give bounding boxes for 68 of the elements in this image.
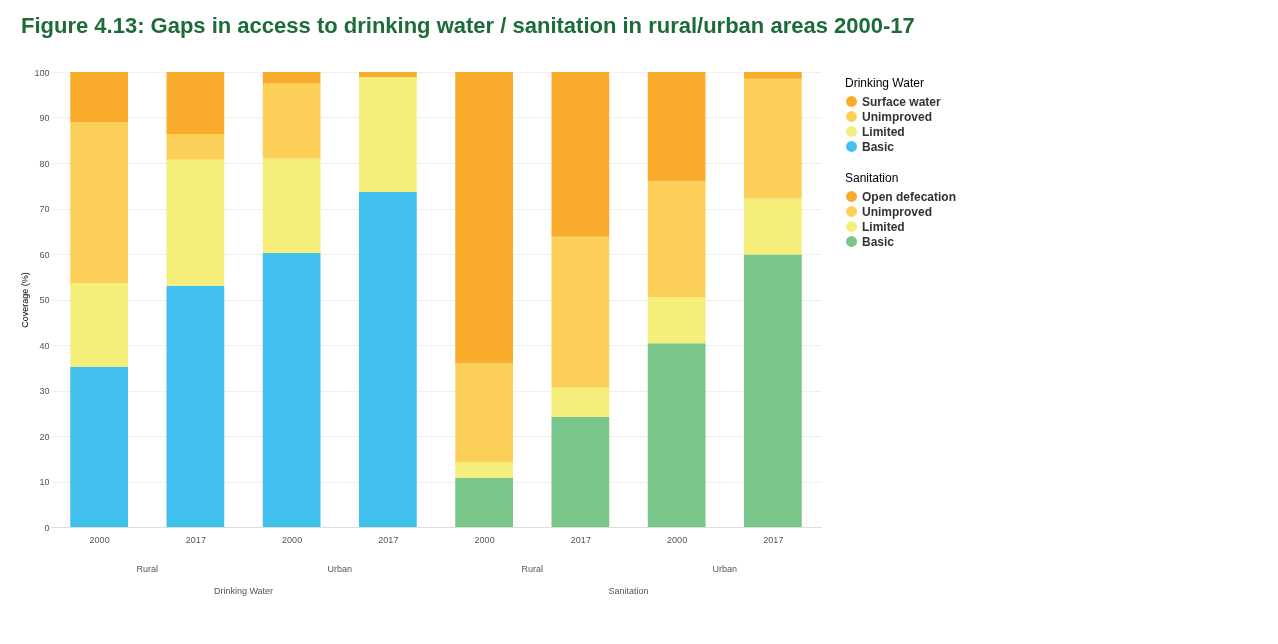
x-tick-label: 2000 [282,534,303,545]
text: Drinking Water [845,76,924,90]
text: Sanitation [845,171,899,185]
bar [262,253,321,527]
legend-label: Unimproved [862,204,933,219]
bar [744,72,802,79]
y-tick-label: 70 [39,204,50,214]
bar [166,72,225,134]
x-tick-label: 2017 [763,534,784,545]
bar [359,77,417,193]
bar [166,159,225,286]
x-tick-label: 2000 [89,534,110,545]
legend-label: Basic [862,234,895,249]
bar [551,236,610,388]
bar [455,461,513,478]
x-tick-label: 2017 [185,534,206,545]
legend-label: Unimproved [862,109,933,124]
bar [647,343,706,527]
text: Drinking Water [213,586,274,596]
bar [262,158,321,254]
bar [359,72,417,78]
bar [166,285,225,527]
bar [551,416,610,527]
bar [70,122,128,284]
bar [70,72,128,123]
bar [455,477,513,527]
y-tick-label: 40 [39,340,50,351]
y-tick-label: 50 [39,295,50,305]
y-tick-label: 0 [44,522,50,533]
bar [744,198,802,255]
legend-label: Surface water [862,94,942,109]
chart-title: Figure 4.13: Gaps in access to drinking water / sanitation in rural/urban areas 2000-17 [20,13,915,38]
text: Urban [712,564,738,574]
legend-label: Open defecation [862,189,957,204]
bar [262,72,321,84]
bar [166,133,225,160]
bar [647,72,706,182]
y-axis-title: Coverage (%) [20,272,31,328]
bar [455,363,513,462]
x-tick-label: 2000 [667,534,688,545]
bar [455,72,513,364]
y-tick-label: 30 [39,386,50,396]
text: Sanitation [608,586,649,596]
legend-label: Limited [862,219,905,234]
legend-label: Basic [862,139,895,154]
bar [647,297,706,344]
bar [744,78,802,199]
legend-label: Limited [862,124,905,139]
text: Rural [521,564,544,574]
bar [551,387,610,417]
bar [70,366,128,527]
bar [647,181,706,298]
y-tick-label: 60 [39,249,50,260]
bar [70,283,128,367]
y-tick-label: 20 [39,431,50,442]
bar [359,192,417,527]
x-tick-label: 2017 [570,534,591,545]
bar [262,83,321,159]
text: Urban [327,564,353,574]
y-tick-label: 90 [39,113,50,123]
y-tick-label: 100 [34,67,50,78]
bar [744,254,802,527]
y-tick-label: 10 [39,477,50,487]
text: Rural [136,564,159,574]
bar [551,72,610,237]
y-tick-label: 80 [39,158,50,169]
x-tick-label: 2017 [378,534,399,545]
x-tick-label: 2000 [474,534,495,545]
